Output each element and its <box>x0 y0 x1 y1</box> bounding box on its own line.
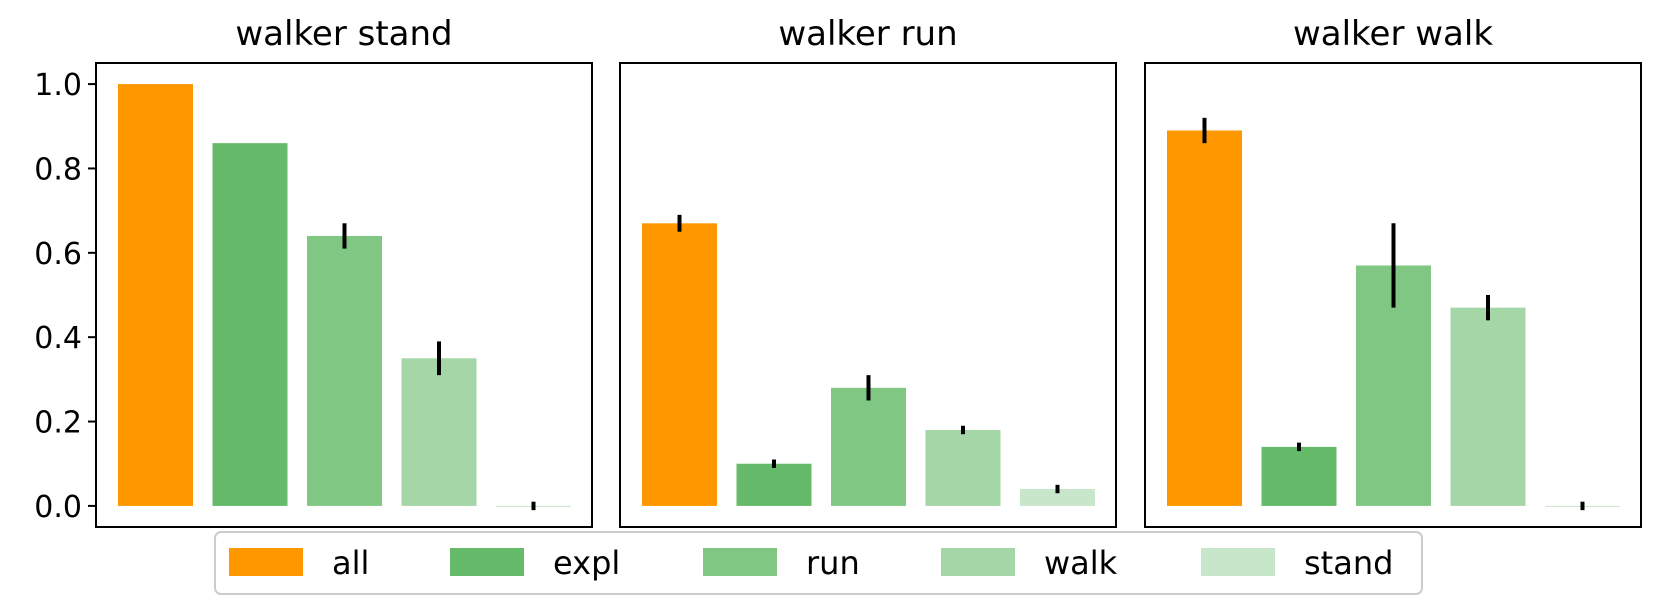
legend-swatch-stand <box>1201 548 1275 576</box>
panel-0: walker stand <box>95 14 593 528</box>
legend-label-expl: expl <box>553 544 620 582</box>
bar-all <box>642 223 717 506</box>
bar-walk <box>1450 307 1526 506</box>
legend-swatch-walk <box>941 548 1015 576</box>
legend-label-walk: walk <box>1044 544 1118 582</box>
panel-1: walker run <box>619 14 1117 528</box>
panel-frame <box>1144 62 1642 528</box>
bar-walk <box>401 358 477 506</box>
bar-all <box>118 84 193 506</box>
legend-swatch-all <box>229 548 303 576</box>
panel-title: walker stand <box>235 14 452 54</box>
bar-run <box>307 235 382 506</box>
y-tick-label: 0.2 <box>34 406 82 441</box>
y-axis: 0.0 0.2 0.4 0.6 0.8 1.0 <box>34 68 96 525</box>
y-tick-label: 0.6 <box>34 237 82 272</box>
panel-frame <box>619 62 1117 528</box>
y-tick-label: 0.4 <box>34 321 82 356</box>
bar-run <box>831 387 906 506</box>
bar-stand <box>1020 489 1095 506</box>
y-tick-label: 0.0 <box>34 490 82 525</box>
legend-swatch-expl <box>450 548 524 576</box>
legend-label-run: run <box>806 544 860 582</box>
panel-title: walker run <box>778 14 957 54</box>
bar-expl <box>212 143 288 506</box>
bar-all <box>1167 130 1242 506</box>
panel-frame <box>95 62 593 528</box>
y-tick-label: 0.8 <box>34 152 82 187</box>
bar-walk <box>925 429 1001 506</box>
legend-swatch-run <box>703 548 777 576</box>
legend-frame <box>214 531 1423 595</box>
panel-title: walker walk <box>1293 14 1493 54</box>
panel-2: walker walk <box>1144 14 1642 528</box>
legend-label-all: all <box>332 544 369 582</box>
legend: all expl run walk stand <box>214 531 1423 595</box>
bar-expl <box>1261 446 1337 506</box>
legend-label-stand: stand <box>1304 544 1393 582</box>
bar-expl <box>736 463 812 506</box>
y-tick-label: 1.0 <box>34 68 82 103</box>
chart-panels: walker stand walker run walker walk <box>95 14 1642 528</box>
